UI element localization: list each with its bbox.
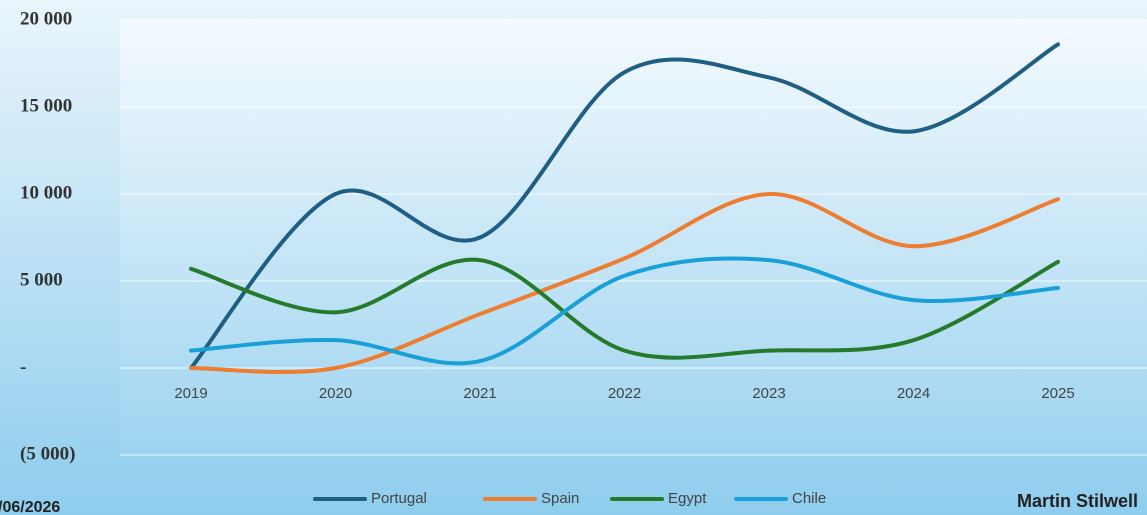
series-line bbox=[189, 191, 1060, 374]
x-tick-label: 2025 bbox=[1041, 385, 1074, 402]
x-tick-label: 2023 bbox=[752, 385, 785, 402]
footer-date: /06/2026 bbox=[0, 499, 60, 515]
footer-author: Martin Stilwell bbox=[1017, 491, 1138, 511]
x-tick-label: 2022 bbox=[608, 385, 641, 402]
legend-label: Spain bbox=[541, 490, 579, 507]
y-tick-label: 10 000 bbox=[20, 182, 72, 203]
x-tick-label: 2020 bbox=[319, 385, 352, 402]
x-tick-label: 2024 bbox=[897, 385, 930, 402]
legend-label: Portugal bbox=[371, 490, 427, 507]
x-tick-label: 2021 bbox=[463, 385, 496, 402]
y-tick-label: 15 000 bbox=[20, 95, 72, 116]
series-line bbox=[189, 42, 1060, 370]
y-tick-label: 20 000 bbox=[20, 8, 72, 29]
x-tick-label: 2019 bbox=[174, 385, 207, 402]
y-tick-label: - bbox=[20, 356, 26, 377]
legend-label: Chile bbox=[792, 490, 826, 507]
series-line bbox=[189, 256, 1060, 366]
legend-label: Egypt bbox=[668, 490, 707, 507]
plot-area bbox=[120, 20, 1147, 455]
y-tick-label: 5 000 bbox=[20, 269, 63, 290]
y-tick-label: (5 000) bbox=[20, 443, 75, 464]
series-line bbox=[189, 257, 1060, 360]
